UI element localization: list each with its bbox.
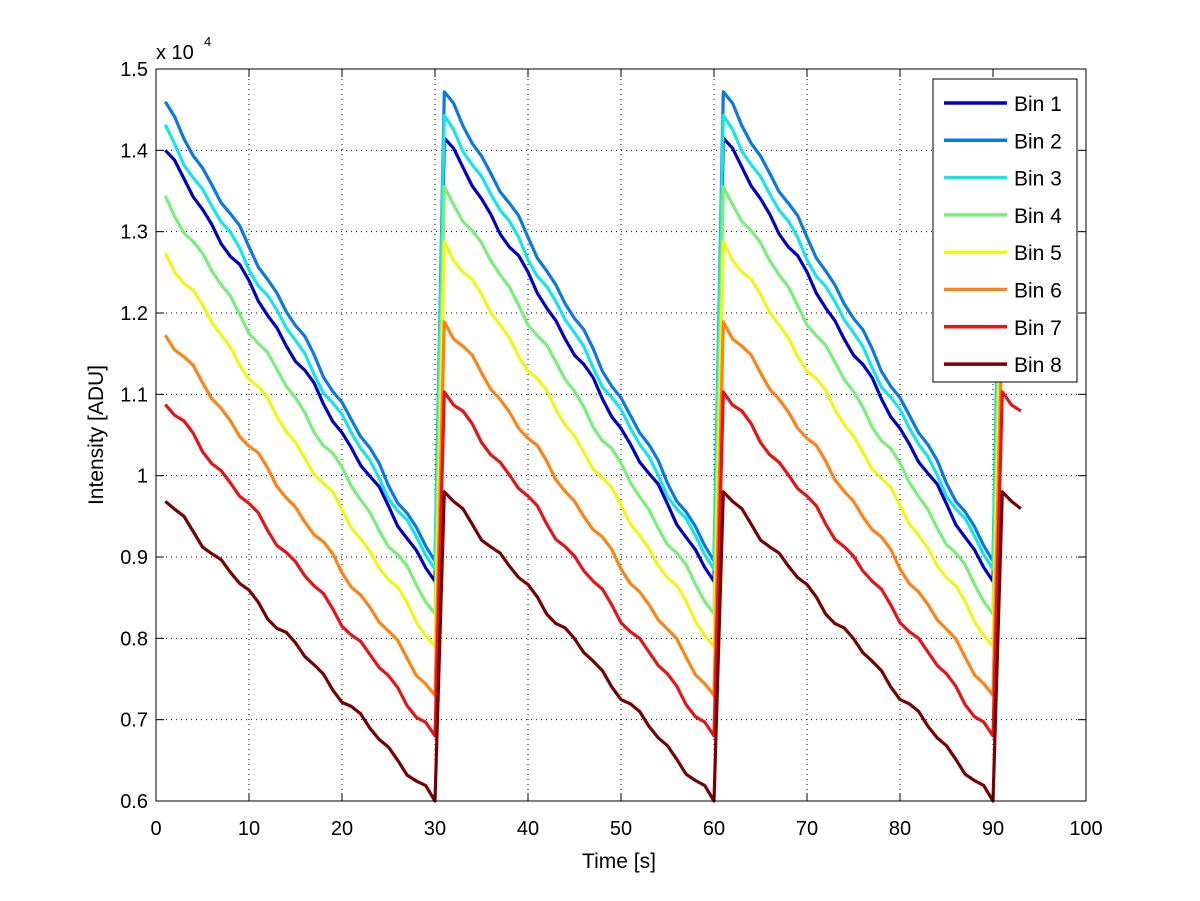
y-axis-label: Intensity [ADU]: [85, 365, 108, 505]
x-axis-label: Time [s]: [582, 850, 656, 873]
x-tick-label: 90: [982, 818, 1004, 840]
series-line-bin-1: [164, 136, 1023, 583]
legend-label: Bin 8: [1014, 354, 1062, 377]
x-tick-label: 50: [610, 818, 632, 840]
series-line-bin-2: [163, 90, 1023, 563]
y-tick-label: 0.6: [120, 791, 148, 813]
x-axis-ticks: 0 10 20 30 40 50 60 70 80 90 100: [150, 69, 1103, 840]
y-tick-label: 1: [137, 466, 148, 488]
x-tick-label: 40: [517, 818, 539, 840]
y-tick-label: 0.9: [120, 547, 148, 569]
y-tick-label: 1.5: [120, 59, 148, 81]
x-tick-label: 10: [238, 818, 260, 840]
y-tick-label: 1.2: [120, 303, 148, 325]
legend-label: Bin 5: [1014, 242, 1062, 265]
y-tick-label: 0.8: [120, 628, 148, 650]
series-line-bin-4: [163, 185, 1023, 616]
x-tick-label: 80: [889, 818, 911, 840]
x-tick-label: 20: [331, 818, 353, 840]
series-line-bin-8: [164, 490, 1022, 803]
y-tick-label: 1.3: [120, 222, 148, 244]
y-tick-label: 1.4: [120, 140, 148, 162]
series-line-bin-3: [163, 113, 1023, 571]
series-line-bin-5: [163, 239, 1023, 649]
y-exponent-power: 4: [204, 34, 211, 49]
x-tick-label: 0: [150, 818, 161, 840]
legend-label: Bin 3: [1014, 168, 1062, 191]
y-exponent-label: x 10: [156, 42, 194, 64]
legend-label: Bin 1: [1014, 93, 1062, 116]
legend: Bin 1 Bin 2 Bin 3 Bin 4 Bin 5 Bin 6 Bin 7 Bin 8: [932, 78, 1078, 383]
legend-label: Bin 4: [1014, 205, 1062, 228]
legend-box: [932, 78, 1078, 383]
y-tick-label: 1.1: [120, 384, 148, 406]
x-tick-label: 100: [1069, 818, 1102, 840]
legend-label: Bin 6: [1014, 280, 1062, 303]
x-tick-label: 30: [424, 818, 446, 840]
y-tick-label: 0.7: [120, 710, 148, 732]
x-tick-label: 70: [796, 818, 818, 840]
legend-label: Bin 2: [1014, 130, 1062, 153]
series-lines: [163, 90, 1023, 803]
y-axis-ticks: 0.6 0.7 0.8 0.9 1 1.1 1.2 1.3 1.4 1.5: [120, 59, 1086, 813]
x-tick-label: 60: [703, 818, 725, 840]
legend-label: Bin 7: [1014, 317, 1062, 340]
series-line-bin-6: [163, 320, 1022, 697]
series-line-bin-7: [164, 390, 1022, 738]
